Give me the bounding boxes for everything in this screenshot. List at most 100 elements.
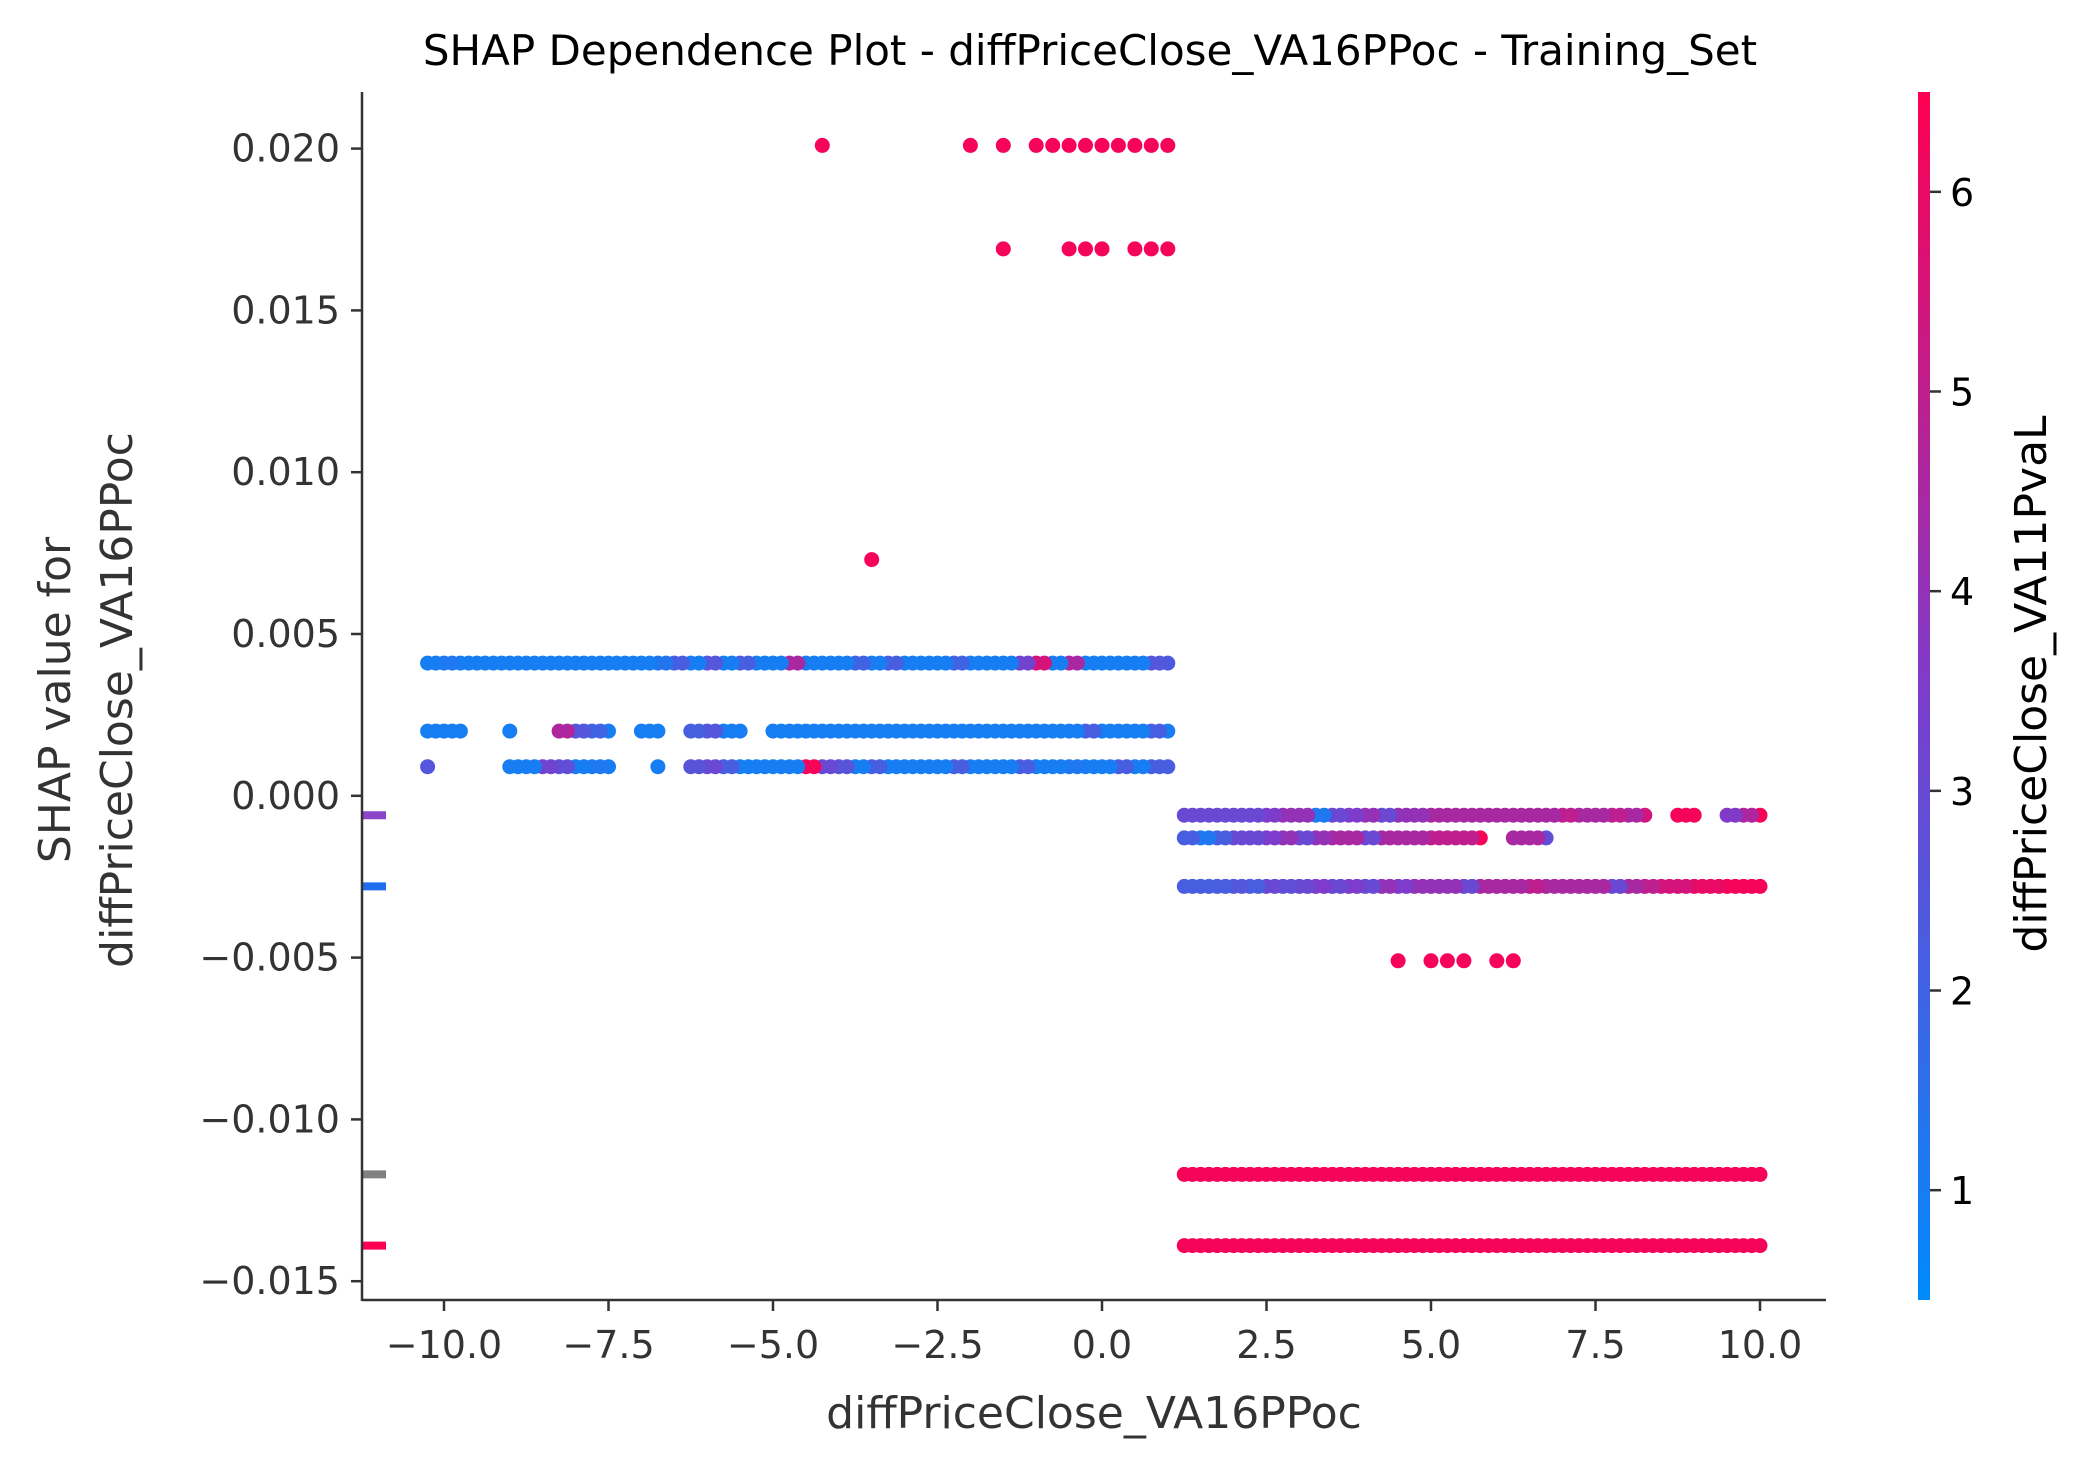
data-point	[1579, 1238, 1595, 1254]
data-point	[1185, 1238, 1200, 1254]
data-point	[1546, 1166, 1562, 1182]
data-point	[1431, 807, 1447, 823]
data-point	[1045, 137, 1061, 153]
data-point	[814, 137, 830, 153]
data-point	[1086, 723, 1102, 739]
data-point	[872, 723, 888, 739]
data-point	[1629, 878, 1645, 894]
data-point	[609, 655, 625, 671]
data-point	[1645, 878, 1661, 894]
data-point	[444, 655, 460, 671]
data-point	[1201, 878, 1217, 894]
data-point	[592, 759, 608, 775]
data-point	[856, 723, 871, 739]
data-point	[1135, 759, 1151, 775]
data-point	[1316, 830, 1332, 846]
data-point	[527, 759, 542, 775]
data-point	[1078, 241, 1093, 257]
data-point	[494, 655, 510, 671]
data-point	[1152, 759, 1168, 775]
data-point	[1382, 1238, 1398, 1254]
data-point	[1201, 1166, 1217, 1182]
data-point	[806, 759, 822, 775]
data-point	[1464, 878, 1480, 894]
data-point	[1629, 1238, 1645, 1254]
data-point	[823, 723, 839, 739]
data-point	[1365, 878, 1381, 894]
colorbar-tick-label: 4	[1950, 570, 1974, 614]
data-point	[971, 723, 987, 739]
data-point	[1365, 1166, 1381, 1182]
x-axis-title: diffPriceClose_VA16PPoc	[826, 1388, 1362, 1439]
colorbar-tick-label: 2	[1950, 970, 1974, 1014]
data-point	[724, 655, 740, 671]
data-point	[642, 655, 658, 671]
data-point	[757, 759, 773, 775]
colorbar-tick-label: 3	[1950, 770, 1974, 814]
data-point	[839, 655, 855, 671]
x-tick-label: 10.0	[1718, 1323, 1803, 1367]
data-point	[905, 655, 921, 671]
data-point	[1152, 723, 1168, 739]
data-point	[938, 723, 954, 739]
data-point	[1119, 655, 1135, 671]
data-point	[1481, 878, 1497, 894]
data-point	[1579, 807, 1595, 823]
data-point	[1333, 1166, 1348, 1182]
nan-markers	[362, 811, 386, 1250]
colorbar-tick-label: 6	[1950, 171, 1974, 215]
y-tick-label: 0.020	[231, 127, 340, 171]
data-point	[650, 759, 666, 775]
data-point	[1596, 878, 1612, 894]
data-point	[1744, 1238, 1760, 1254]
data-point	[1530, 830, 1546, 846]
data-point	[1053, 723, 1069, 739]
data-point	[1514, 807, 1529, 823]
data-point	[1431, 830, 1447, 846]
data-point	[1349, 807, 1365, 823]
data-point	[1497, 878, 1513, 894]
data-point	[1333, 830, 1348, 846]
data-point	[757, 655, 773, 671]
data-point	[1217, 1238, 1233, 1254]
data-point	[839, 723, 855, 739]
data-point	[461, 655, 477, 671]
data-point	[1398, 830, 1414, 846]
data-point	[1250, 1166, 1266, 1182]
data-point	[1456, 953, 1472, 969]
data-point	[510, 655, 526, 671]
data-point	[773, 759, 789, 775]
data-point	[724, 723, 740, 739]
data-point	[1201, 1238, 1217, 1254]
data-point	[921, 759, 937, 775]
data-point	[1365, 830, 1381, 846]
data-point	[740, 759, 756, 775]
data-point	[1333, 807, 1348, 823]
data-point	[987, 723, 1003, 739]
data-point	[1439, 953, 1455, 969]
data-point	[1267, 1166, 1283, 1182]
data-point	[1036, 723, 1052, 739]
data-point	[1382, 1166, 1398, 1182]
x-tick-label: 0.0	[1072, 1323, 1132, 1367]
colorbar	[1918, 92, 1930, 1300]
data-point	[576, 655, 592, 671]
data-point	[740, 655, 756, 671]
colorbar-ticks: 1 2 3 4 5 6	[1930, 171, 1974, 1213]
data-point	[1086, 759, 1102, 775]
data-point	[1398, 1166, 1414, 1182]
x-tick-label: 5.0	[1401, 1323, 1461, 1367]
data-point	[510, 759, 526, 775]
x-tick-label: −5.0	[727, 1323, 819, 1367]
data-point	[1250, 830, 1266, 846]
data-point	[1464, 1238, 1480, 1254]
data-point	[1612, 878, 1628, 894]
y-tick-label: 0.000	[231, 774, 340, 818]
data-point	[864, 552, 880, 568]
data-point	[691, 723, 707, 739]
data-point	[987, 759, 1003, 775]
data-point	[1448, 1166, 1464, 1182]
data-point	[1596, 807, 1612, 823]
data-point	[1028, 137, 1044, 153]
data-point	[1530, 1166, 1546, 1182]
